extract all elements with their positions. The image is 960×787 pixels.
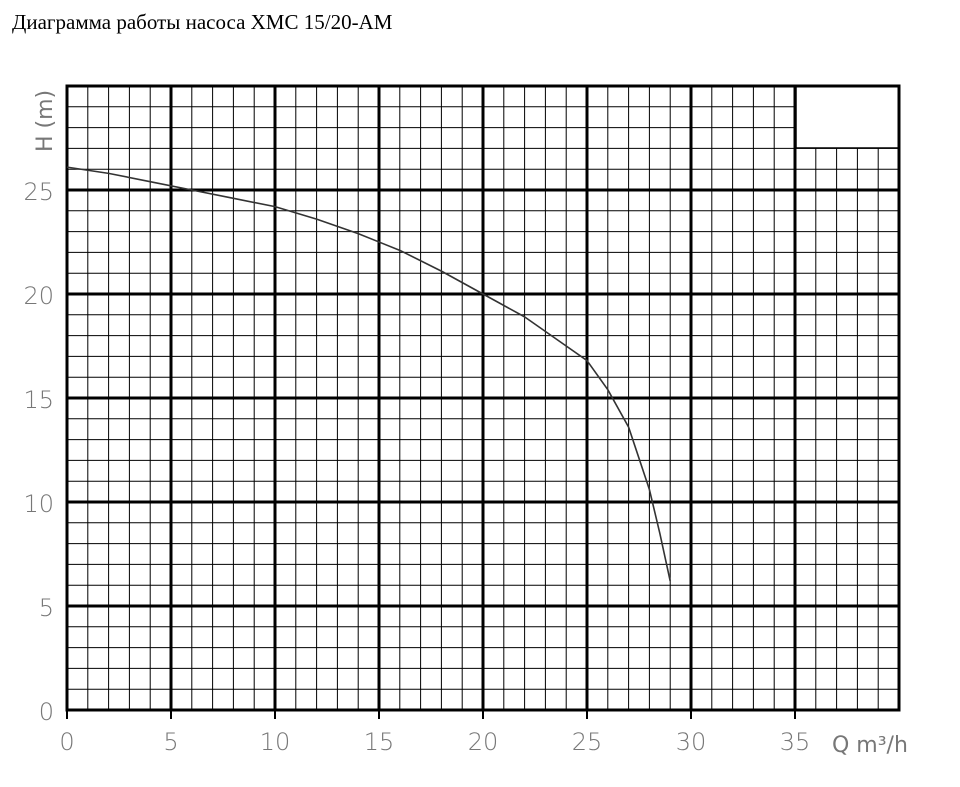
x-tick-label: 5 [163,728,178,756]
x-tick-label: 15 [364,728,395,756]
x-tick-label: 20 [468,728,499,756]
y-tick-label: 5 [39,594,54,622]
x-tick-label: 25 [572,728,603,756]
y-tick-label: 10 [23,490,54,518]
plot-frame [65,84,901,712]
x-tick-label: 0 [59,728,74,756]
y-axis-label: H (m) [33,90,58,152]
y-tick-label: 20 [23,282,54,310]
x-tick-label: 30 [676,728,707,756]
corner-box [795,85,900,149]
y-tick-label: 15 [23,386,54,414]
x-axis-label: Q m³/h [832,733,908,758]
x-tick-label: 10 [260,728,291,756]
line [66,166,671,582]
y-tick-label: 25 [23,178,54,206]
x-tick-label: 35 [780,728,811,756]
chart-title: Диаграмма работы насоса XMC 15/20-AM [12,10,393,34]
y-tick-label: 0 [39,698,54,726]
